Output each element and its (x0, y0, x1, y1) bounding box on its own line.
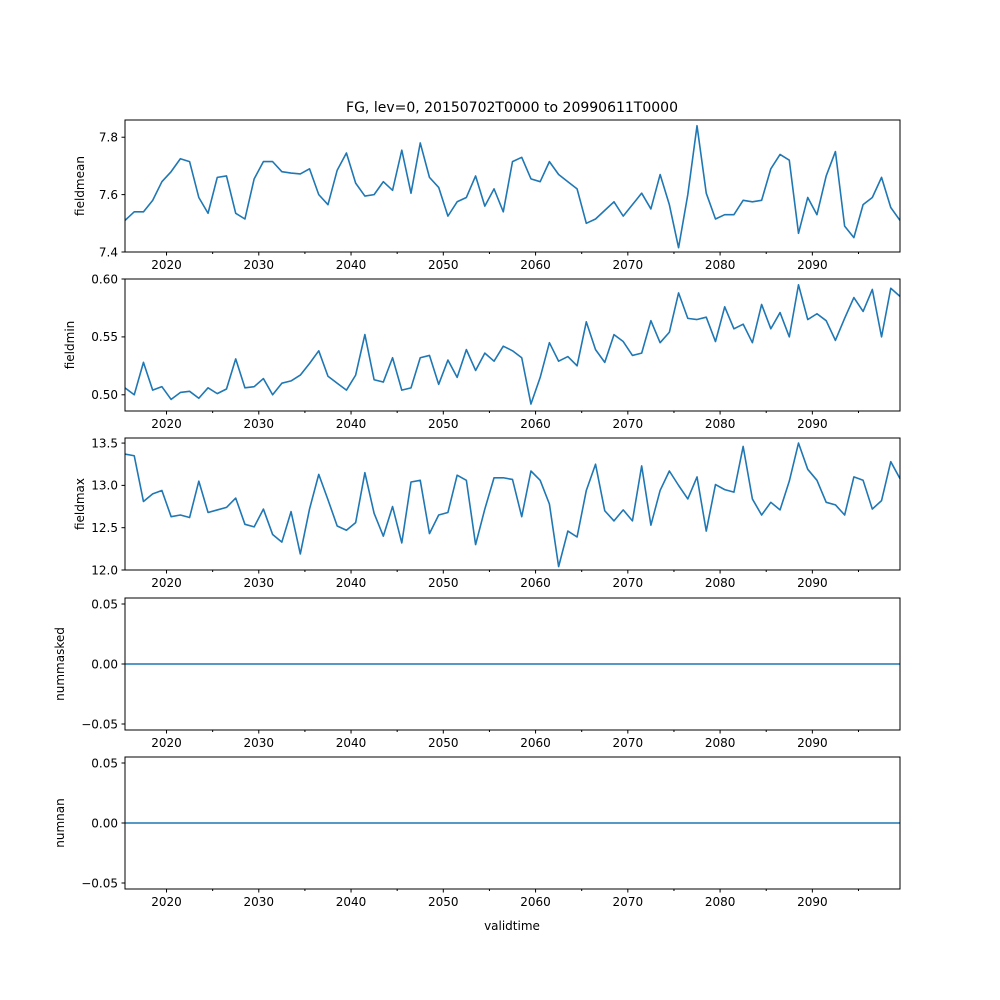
x-axis-label: validtime (484, 919, 540, 933)
x-tick-label: 2060 (520, 736, 551, 750)
x-tick-label: 2060 (520, 895, 551, 909)
x-tick-label: 2030 (244, 258, 275, 272)
x-tick-label: 2090 (797, 576, 828, 590)
x-tick-label: 2060 (520, 576, 551, 590)
x-tick-label: 2020 (151, 895, 182, 909)
axes-frame (124, 278, 901, 412)
x-tick-label: 2050 (428, 417, 459, 431)
x-tick-label: 2070 (613, 736, 644, 750)
x-tick-label: 2060 (520, 258, 551, 272)
x-tick-label: 2090 (797, 736, 828, 750)
y-tick-label: 7.6 (99, 188, 118, 202)
x-tick-label: 2040 (336, 417, 367, 431)
x-tick-label: 2020 (151, 417, 182, 431)
x-tick-label: 2070 (613, 258, 644, 272)
subplots: 2020 2030 2040 2050 2060 2070 2080 2090 7.4 7.6 7.… (53, 119, 901, 909)
x-tick-label: 2040 (336, 895, 367, 909)
x-tick-label: 2020 (151, 258, 182, 272)
subplot-fieldmax: 2020 2030 2040 2050 2060 2070 2080 2090 12.0 12.5… (73, 436, 901, 590)
y-tick-label: 0.50 (91, 388, 118, 402)
x-tick-label: 2080 (705, 895, 736, 909)
x-tick-label: 2040 (336, 736, 367, 750)
x-tick-label: 2040 (336, 258, 367, 272)
x-tick-label: 2050 (428, 895, 459, 909)
subplot-fieldmin: 2020 2030 2040 2050 2060 2070 2080 2090 0.50 0.55… (63, 272, 901, 431)
y-axis-label-fieldmax: fieldmax (73, 478, 87, 530)
y-axis-label-numnan: numnan (53, 798, 67, 847)
y-tick-label: 0.05 (91, 756, 118, 770)
y-tick-label: 0.60 (91, 272, 118, 286)
x-tick-label: 2080 (705, 736, 736, 750)
x-tick-label: 2070 (613, 576, 644, 590)
subplot-fieldmean: 2020 2030 2040 2050 2060 2070 2080 2090 7.4 7.6 7.… (73, 119, 901, 272)
y-tick-label: 0.55 (91, 330, 118, 344)
x-tick-label: 2080 (705, 258, 736, 272)
x-tick-label: 2080 (705, 576, 736, 590)
y-tick-label: 13.5 (91, 436, 118, 450)
axes-frame (124, 437, 901, 571)
y-tick-label: −0.05 (81, 717, 118, 731)
x-tick-label: 2070 (613, 417, 644, 431)
x-tick-label: 2090 (797, 258, 828, 272)
series-line-fieldmean (124, 124, 901, 249)
x-tick-label: 2030 (244, 417, 275, 431)
y-tick-label: 12.5 (91, 521, 118, 535)
x-tick-label: 2030 (244, 576, 275, 590)
subplot-numnan: 2020 2030 2040 2050 2060 2070 2080 2090 −0.05 0.0… (53, 756, 901, 909)
y-tick-label: 0.00 (91, 657, 118, 671)
y-tick-label: 7.8 (99, 131, 118, 145)
y-tick-label: 0.05 (91, 597, 118, 611)
x-tick-label: 2020 (151, 736, 182, 750)
x-tick-label: 2090 (797, 417, 828, 431)
series-line-fieldmax (124, 442, 901, 568)
x-tick-label: 2030 (244, 895, 275, 909)
subplot-nummasked: 2020 2030 2040 2050 2060 2070 2080 2090 −0.05 0.0… (53, 597, 901, 750)
axes-frame (124, 119, 901, 253)
x-tick-label: 2080 (705, 417, 736, 431)
y-tick-label: 0.00 (91, 816, 118, 830)
x-tick-label: 2030 (244, 736, 275, 750)
figure-title: FG, lev=0, 20150702T0000 to 20990611T000… (346, 100, 678, 116)
x-tick-label: 2050 (428, 736, 459, 750)
y-tick-label: 12.0 (91, 563, 118, 577)
y-tick-label: 13.0 (91, 479, 118, 493)
y-axis-label-nummasked: nummasked (53, 627, 67, 701)
x-tick-label: 2060 (520, 417, 551, 431)
y-axis-label-fieldmean: fieldmean (73, 156, 87, 216)
y-tick-label: −0.05 (81, 876, 118, 890)
x-tick-label: 2020 (151, 576, 182, 590)
y-tick-label: 7.4 (99, 245, 118, 259)
y-axis-label-fieldmin: fieldmin (63, 321, 77, 370)
x-tick-label: 2090 (797, 895, 828, 909)
x-tick-label: 2050 (428, 576, 459, 590)
x-tick-label: 2070 (613, 895, 644, 909)
x-tick-label: 2050 (428, 258, 459, 272)
series-line-fieldmin (124, 283, 901, 405)
x-tick-label: 2040 (336, 576, 367, 590)
